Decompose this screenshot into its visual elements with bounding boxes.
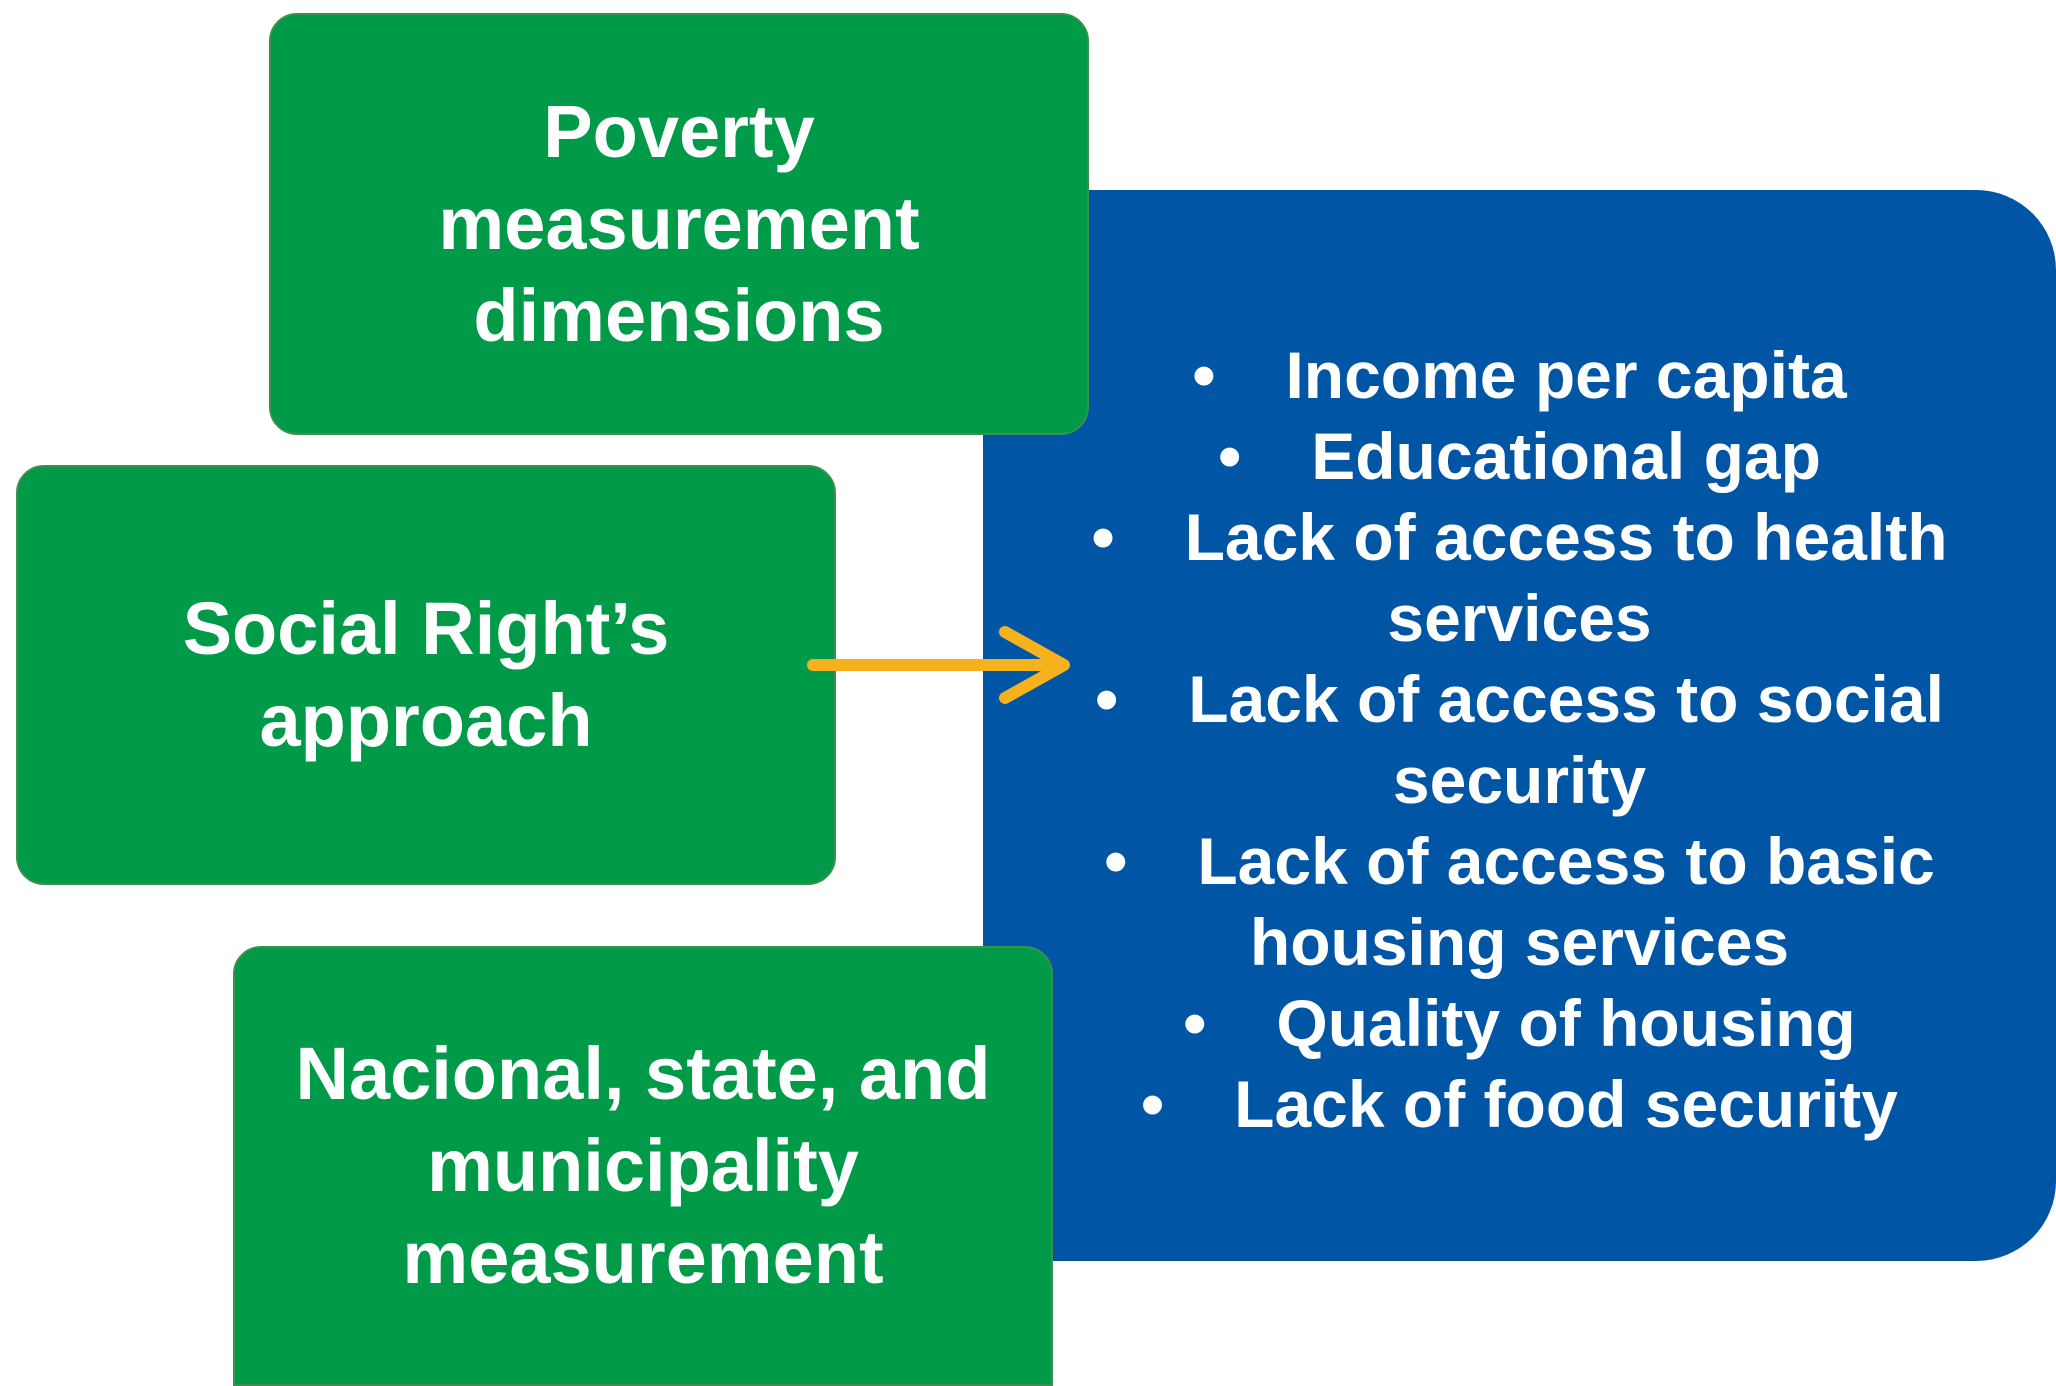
list-item: Quality of housing [1023,983,2016,1064]
list-item: Lack of access to health services [1023,497,2016,659]
node: Nacional, state, and municipality measur… [233,946,1053,1386]
list-item: Educational gap [1023,416,2016,497]
list-item: Lack of access to basic housing services [1023,821,2016,983]
node: Social Right’s approach [16,465,836,885]
list-item: Income per capita [1023,335,2016,416]
node: Poverty measurement dimensions [269,13,1089,435]
indicator-box: Income per capitaEducational gapLack of … [983,190,2056,1261]
list-item: Lack of access to social security [1023,659,2016,821]
list-item: Lack of food security [1023,1064,2016,1145]
arrow [807,626,1070,704]
